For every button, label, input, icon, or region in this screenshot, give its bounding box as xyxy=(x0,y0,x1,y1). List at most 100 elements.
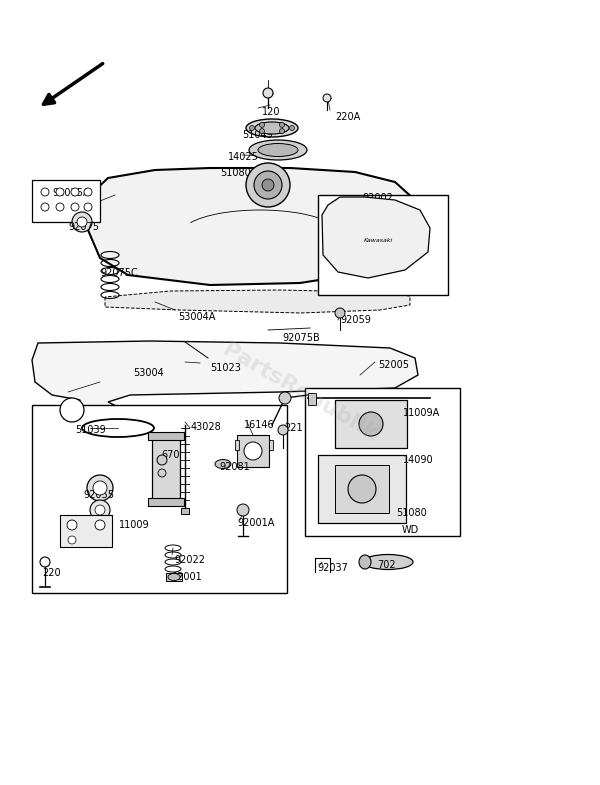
Bar xyxy=(148,498,184,506)
Circle shape xyxy=(90,500,110,520)
Circle shape xyxy=(359,412,383,436)
Ellipse shape xyxy=(359,555,371,569)
Circle shape xyxy=(56,203,64,211)
Ellipse shape xyxy=(363,554,413,569)
Polygon shape xyxy=(322,197,430,278)
Circle shape xyxy=(384,241,392,249)
Text: 51080: 51080 xyxy=(220,168,251,178)
Circle shape xyxy=(335,308,345,318)
Text: 220A: 220A xyxy=(335,112,360,122)
Circle shape xyxy=(279,392,291,404)
Circle shape xyxy=(363,221,371,229)
Text: 670: 670 xyxy=(161,450,179,460)
Bar xyxy=(318,195,448,295)
Text: 51039: 51039 xyxy=(75,425,106,435)
Text: 220: 220 xyxy=(42,568,61,578)
Circle shape xyxy=(158,469,166,477)
Circle shape xyxy=(363,241,371,249)
Circle shape xyxy=(84,188,92,196)
Circle shape xyxy=(41,203,49,211)
Circle shape xyxy=(95,505,105,515)
Bar xyxy=(305,388,460,536)
Circle shape xyxy=(68,536,76,544)
Text: 53004A: 53004A xyxy=(178,312,215,322)
Text: 92055: 92055 xyxy=(83,490,114,500)
Circle shape xyxy=(84,203,92,211)
Circle shape xyxy=(323,94,331,102)
Circle shape xyxy=(262,179,274,191)
Text: 92059: 92059 xyxy=(340,315,371,325)
Ellipse shape xyxy=(168,574,180,580)
Circle shape xyxy=(260,122,265,127)
Bar xyxy=(181,508,189,514)
Text: WD: WD xyxy=(402,525,419,535)
Circle shape xyxy=(254,171,282,199)
Bar xyxy=(335,465,389,513)
Text: 51023: 51023 xyxy=(210,363,241,373)
Circle shape xyxy=(72,212,92,232)
Text: 221: 221 xyxy=(284,423,302,433)
Circle shape xyxy=(366,236,374,244)
Text: 53004: 53004 xyxy=(133,368,164,378)
Circle shape xyxy=(95,520,105,530)
Polygon shape xyxy=(105,290,410,313)
Polygon shape xyxy=(32,341,418,435)
Circle shape xyxy=(77,217,87,227)
Text: 92081: 92081 xyxy=(219,462,250,472)
Text: 11009A: 11009A xyxy=(403,408,440,418)
Ellipse shape xyxy=(246,119,298,137)
Bar xyxy=(318,455,406,523)
Text: 92075A: 92075A xyxy=(52,188,89,198)
Text: 51049: 51049 xyxy=(242,130,273,140)
Bar xyxy=(32,405,287,593)
Bar xyxy=(335,400,407,448)
Text: 16146: 16146 xyxy=(244,420,275,430)
Bar xyxy=(32,180,100,222)
Circle shape xyxy=(56,188,64,196)
Bar xyxy=(166,573,182,581)
Ellipse shape xyxy=(258,144,298,156)
Bar xyxy=(237,435,269,467)
Text: 92075C: 92075C xyxy=(100,268,138,278)
Ellipse shape xyxy=(255,122,289,134)
Polygon shape xyxy=(88,168,420,285)
Circle shape xyxy=(71,188,79,196)
Circle shape xyxy=(280,122,284,127)
Bar xyxy=(148,432,184,440)
Circle shape xyxy=(280,129,284,133)
Circle shape xyxy=(71,203,79,211)
Circle shape xyxy=(246,163,290,207)
Ellipse shape xyxy=(249,140,307,160)
Circle shape xyxy=(384,221,392,229)
Text: 92027: 92027 xyxy=(365,235,396,245)
Circle shape xyxy=(40,557,50,567)
Text: 120: 120 xyxy=(262,107,281,117)
Circle shape xyxy=(352,201,360,209)
Bar xyxy=(152,435,180,500)
Text: 11009: 11009 xyxy=(119,520,149,530)
Circle shape xyxy=(278,425,288,435)
Bar xyxy=(269,440,273,450)
Circle shape xyxy=(348,475,376,503)
Circle shape xyxy=(87,475,113,501)
Text: 14090: 14090 xyxy=(403,455,434,465)
Text: 14025: 14025 xyxy=(228,152,259,162)
Circle shape xyxy=(244,442,262,460)
Text: 92075: 92075 xyxy=(68,222,99,232)
Circle shape xyxy=(60,398,84,422)
Text: 92001A: 92001A xyxy=(237,518,274,528)
Text: 92075B: 92075B xyxy=(282,333,320,343)
Text: 51080: 51080 xyxy=(396,508,427,518)
Bar xyxy=(235,440,239,450)
Text: 92075D: 92075D xyxy=(348,210,386,220)
Text: 92022: 92022 xyxy=(174,555,205,565)
Circle shape xyxy=(290,126,295,130)
Circle shape xyxy=(237,504,249,516)
Text: Kawasaki: Kawasaki xyxy=(364,238,392,243)
Circle shape xyxy=(41,188,49,196)
Bar xyxy=(360,215,395,260)
Text: PartsRepublik: PartsRepublik xyxy=(219,340,381,445)
Text: 43028: 43028 xyxy=(191,422,222,432)
Circle shape xyxy=(250,126,254,130)
Text: 52005: 52005 xyxy=(378,360,409,370)
